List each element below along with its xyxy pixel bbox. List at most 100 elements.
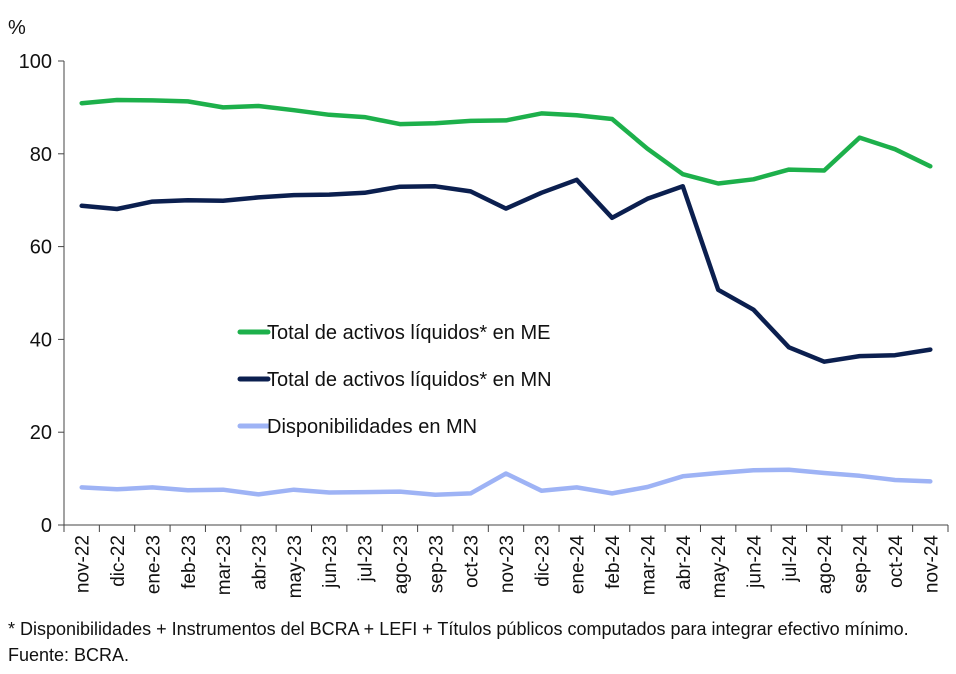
x-tick-label: ene-23 [143,535,164,594]
x-tick-label: sep-23 [426,535,447,593]
series-line-2 [79,177,933,364]
x-tick-label: oct-24 [886,535,907,588]
data-point [150,200,154,204]
data-point [645,197,649,201]
data-point [610,491,614,495]
data-point [150,485,154,489]
data-point [504,471,508,475]
data-point [716,471,720,475]
data-point [186,99,190,103]
data-point [787,168,791,172]
x-tick-label: dic-23 [532,535,553,587]
series-line-3 [79,467,933,498]
x-tick-label: may-24 [709,535,730,599]
x-tick-label: nov-22 [73,535,94,593]
y-axis: 0 20 40 60 80 100 [19,51,65,537]
data-point [150,98,154,102]
legend-label: Disponibilidades en MN [267,416,477,438]
legend: Total de activos líquidos* en ME Total de… [237,322,552,438]
data-point [433,493,437,497]
x-tick-label: nov-23 [497,535,518,593]
data-point [787,345,791,349]
data-point [681,184,685,188]
data-point [363,115,367,119]
data-point [610,117,614,121]
data-point [575,178,579,182]
x-tick-label: ene-24 [568,535,589,595]
data-point [327,193,331,197]
data-point [645,485,649,489]
x-tick-label: jun-23 [320,535,341,589]
data-point [469,491,473,495]
data-point [539,489,543,493]
data-point [398,490,402,494]
data-point [681,474,685,478]
data-point [256,492,260,496]
x-tick-label: may-23 [285,535,306,598]
line-chart: % 0 20 40 60 80 100 nov-22 dic-22 ene-23 feb-23 m… [8,17,949,599]
y-tick-label: 40 [30,329,52,351]
data-point [256,104,260,108]
data-point [575,113,579,117]
y-tick-label: 80 [30,144,52,166]
x-tick-label: oct-23 [462,535,483,588]
x-tick-label: jul-23 [356,535,377,582]
data-point [893,478,897,482]
x-tick-label: feb-24 [603,535,624,589]
data-point [716,288,720,292]
data-point [469,119,473,123]
data-point [221,105,225,109]
data-point [292,488,296,492]
x-tick-label: ago-24 [815,535,836,595]
x-tick-label: jul-24 [780,535,801,583]
data-point [822,360,826,364]
x-axis: nov-22 dic-22 ene-23 feb-23 mar-23 abr-23 may-… [63,524,949,599]
data-point [539,111,543,115]
data-point [433,121,437,125]
x-tick-label: abr-23 [249,535,270,590]
data-point [681,172,685,176]
data-point [716,181,720,185]
data-point [752,177,756,181]
data-point [292,193,296,197]
data-point [327,113,331,117]
x-tick-label: sep-24 [851,535,872,594]
data-point [752,468,756,472]
series-lines [79,97,933,498]
data-point [752,308,756,312]
data-point [928,164,932,168]
data-point [292,108,296,112]
y-tick-label: 100 [19,51,52,73]
data-point [115,98,119,102]
data-point [575,485,579,489]
data-point [186,488,190,492]
x-tick-label: mar-24 [638,535,659,596]
data-point [80,485,84,489]
data-point [539,191,543,195]
data-point [115,207,119,211]
x-tick-label: ago-23 [391,535,412,594]
data-point [858,136,862,140]
chart-footnote: * Disponibilidades + Instrumentos del BC… [8,619,909,665]
data-point [363,490,367,494]
data-point [80,204,84,208]
data-point [398,185,402,189]
data-point [504,118,508,122]
data-point [822,471,826,475]
x-tick-label: jun-24 [745,535,766,589]
data-point [893,353,897,357]
data-point [858,354,862,358]
data-point [186,198,190,202]
data-point [80,101,84,105]
data-point [398,122,402,126]
x-tick-label: abr-24 [674,535,695,590]
x-tick-label: mar-23 [214,535,235,595]
data-point [256,195,260,199]
x-tick-label: feb-23 [179,535,200,589]
x-tick-label: nov-24 [921,535,942,594]
x-tick-label: dic-22 [108,535,129,587]
y-axis-unit-label: % [8,17,26,39]
data-point [858,474,862,478]
data-point [893,147,897,151]
data-point [610,216,614,220]
